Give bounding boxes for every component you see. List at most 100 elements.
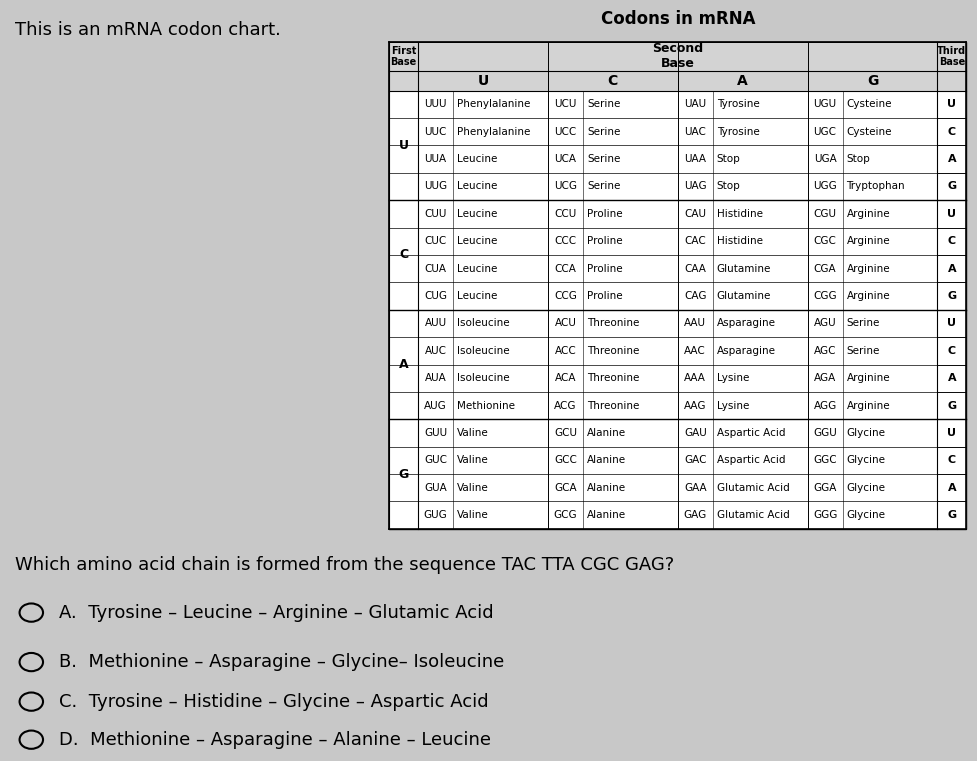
Text: CGC: CGC [813, 236, 835, 247]
Text: U: U [947, 428, 956, 438]
Text: C.  Tyrosine – Histidine – Glycine – Aspartic Acid: C. Tyrosine – Histidine – Glycine – Aspa… [59, 693, 488, 711]
Text: UCG: UCG [553, 181, 576, 192]
Text: A: A [947, 373, 956, 384]
Text: Third
Base: Third Base [936, 46, 965, 67]
Text: Leucine: Leucine [456, 154, 497, 164]
Text: C: C [947, 236, 955, 247]
Text: Leucine: Leucine [456, 236, 497, 247]
Bar [936, 282, 965, 310]
Text: ACU: ACU [554, 318, 575, 329]
Bar [936, 145, 965, 173]
Bar [389, 200, 417, 310]
Text: AUU: AUU [424, 318, 446, 329]
Text: Leucine: Leucine [456, 291, 497, 301]
Text: A: A [947, 154, 956, 164]
Text: Alanine: Alanine [586, 428, 625, 438]
Text: C: C [947, 455, 955, 466]
Text: Alanine: Alanine [586, 482, 625, 493]
Text: Glycine: Glycine [846, 482, 884, 493]
Text: U: U [399, 139, 408, 152]
Bar [936, 255, 965, 282]
Bar [936, 173, 965, 200]
Text: Cysteine: Cysteine [846, 126, 891, 137]
Text: CUU: CUU [424, 209, 446, 219]
Text: UGU: UGU [813, 99, 835, 110]
Text: AGA: AGA [813, 373, 835, 384]
Text: Glutamine: Glutamine [716, 263, 770, 274]
Text: CUG: CUG [424, 291, 446, 301]
Text: CAC: CAC [684, 236, 705, 247]
Text: GCU: GCU [553, 428, 576, 438]
Text: GAA: GAA [683, 482, 705, 493]
Text: Serine: Serine [586, 181, 619, 192]
Text: Valine: Valine [456, 482, 488, 493]
Text: CAU: CAU [684, 209, 705, 219]
Text: Glycine: Glycine [846, 510, 884, 521]
Bar [936, 447, 965, 474]
Text: CGG: CGG [813, 291, 836, 301]
Bar [389, 310, 417, 419]
Text: AAC: AAC [684, 345, 705, 356]
Text: GAU: GAU [683, 428, 706, 438]
Text: GCG: GCG [553, 510, 576, 521]
Text: CUA: CUA [424, 263, 446, 274]
Text: AUG: AUG [424, 400, 446, 411]
Text: Glutamic Acid: Glutamic Acid [716, 482, 788, 493]
Bar [677, 71, 807, 91]
Text: Valine: Valine [456, 428, 488, 438]
Text: UAG: UAG [683, 181, 705, 192]
Text: G: G [866, 74, 877, 88]
Bar [807, 71, 936, 91]
Text: U: U [477, 74, 488, 88]
Text: UCA: UCA [554, 154, 575, 164]
Text: GUG: GUG [423, 510, 447, 521]
Text: Proline: Proline [586, 263, 622, 274]
Text: U: U [947, 209, 956, 219]
Bar [547, 71, 677, 91]
Text: Lysine: Lysine [716, 400, 748, 411]
Bar [389, 91, 417, 200]
Text: ACA: ACA [554, 373, 575, 384]
Text: AAU: AAU [684, 318, 705, 329]
Text: GUU: GUU [424, 428, 446, 438]
Bar [418, 71, 547, 91]
Text: AAG: AAG [683, 400, 705, 411]
Bar [936, 200, 965, 228]
Text: First
Base: First Base [390, 46, 416, 67]
Text: UCC: UCC [554, 126, 576, 137]
Text: GGG: GGG [812, 510, 836, 521]
Text: Asparagine: Asparagine [716, 318, 775, 329]
Text: Threonine: Threonine [586, 345, 639, 356]
Text: A: A [947, 482, 956, 493]
Text: Arginine: Arginine [846, 263, 889, 274]
Text: Glutamic Acid: Glutamic Acid [716, 510, 788, 521]
Bar [389, 419, 417, 529]
Text: Alanine: Alanine [586, 455, 625, 466]
Text: CGA: CGA [813, 263, 835, 274]
Text: U: U [947, 318, 956, 329]
Text: Threonine: Threonine [586, 373, 639, 384]
Text: G: G [947, 510, 956, 521]
Text: Stop: Stop [716, 154, 740, 164]
Text: Serine: Serine [846, 318, 879, 329]
Text: Glutamine: Glutamine [716, 291, 770, 301]
Text: AGC: AGC [813, 345, 835, 356]
Text: Histidine: Histidine [716, 236, 762, 247]
Text: AGU: AGU [813, 318, 835, 329]
Text: Alanine: Alanine [586, 510, 625, 521]
Text: ACG: ACG [554, 400, 576, 411]
Text: AUC: AUC [424, 345, 446, 356]
Text: Leucine: Leucine [456, 263, 497, 274]
Text: A: A [947, 263, 956, 274]
Bar [389, 42, 417, 71]
Bar [936, 419, 965, 447]
Text: Codons in mRNA: Codons in mRNA [600, 10, 754, 28]
Bar [418, 42, 936, 71]
Text: Methionine: Methionine [456, 400, 515, 411]
Bar [936, 474, 965, 501]
Text: This is an mRNA codon chart.: This is an mRNA codon chart. [15, 21, 280, 40]
Text: UGA: UGA [813, 154, 835, 164]
Text: Serine: Serine [846, 345, 879, 356]
Text: Isoleucine: Isoleucine [456, 345, 509, 356]
Text: CCC: CCC [554, 236, 575, 247]
